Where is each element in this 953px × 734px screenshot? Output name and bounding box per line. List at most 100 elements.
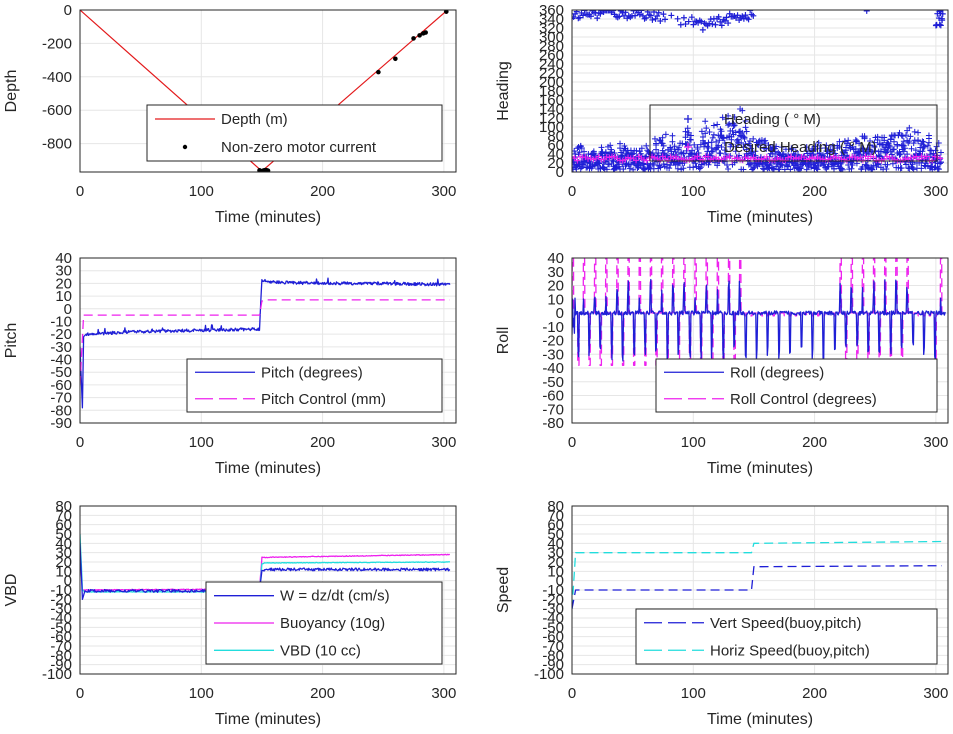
heading-marker: [721, 147, 728, 154]
heading-marker-top: [685, 18, 692, 25]
heading-marker: [684, 125, 691, 132]
desired-heading-marker: [825, 156, 832, 163]
heading-marker: [868, 165, 875, 172]
desired-heading-marker: [625, 154, 632, 161]
motor-current-point: [265, 168, 271, 172]
w-line: [80, 543, 451, 600]
desired-heading-marker: [723, 154, 730, 161]
heading-marker: [877, 148, 884, 155]
heading-marker-top: [654, 13, 661, 20]
heading-marker: [655, 149, 662, 156]
heading-marker: [659, 147, 666, 154]
heading-marker: [698, 128, 705, 135]
heading-marker: [699, 133, 706, 140]
y-tick-label: -10: [50, 582, 72, 599]
heading-marker: [894, 141, 901, 148]
desired-heading-marker: [595, 153, 602, 160]
x-tick-label: 0: [568, 434, 576, 451]
heading-marker: [742, 124, 749, 131]
y-tick-label: 20: [547, 554, 564, 571]
heading-marker: [738, 139, 745, 146]
heading-marker: [936, 160, 943, 167]
desired-heading-marker: [739, 157, 746, 164]
x-tick-label: 0: [568, 685, 576, 702]
heading-marker-top: [863, 10, 870, 14]
x-tick-label: 0: [76, 434, 84, 451]
heading-marker: [732, 129, 739, 136]
y-tick-label: -60: [50, 377, 72, 394]
heading-marker: [921, 143, 928, 150]
desired-heading-marker: [572, 153, 575, 160]
desired-heading-marker: [913, 153, 920, 160]
heading-marker: [856, 140, 863, 147]
pitch-control-line: [80, 299, 450, 385]
heading-marker: [901, 145, 908, 152]
y-tick-label: -10: [50, 313, 72, 330]
desired-heading-marker: [731, 155, 738, 162]
legend-label: Roll Control (degrees): [730, 391, 877, 408]
heading-marker: [891, 146, 898, 153]
desired-heading-marker: [891, 156, 898, 163]
y-tick-label: -100: [42, 666, 72, 683]
desired-heading-marker: [606, 154, 613, 161]
y-tick-label: 340: [539, 11, 564, 28]
axes-box: [79, 257, 457, 424]
y-tick-label: -30: [50, 339, 72, 356]
desired-heading-marker: [598, 156, 605, 163]
heading-marker: [708, 148, 715, 155]
legend-label: Non-zero motor current: [221, 139, 377, 156]
heading-marker: [729, 127, 736, 134]
data-layer: [572, 258, 947, 366]
y-tick-label: -90: [50, 657, 72, 674]
heading-marker: [598, 144, 605, 151]
heading-marker-top: [597, 10, 604, 17]
y-tick-label: 70: [547, 507, 564, 524]
y-tick-label: 30: [547, 264, 564, 281]
y-tick-label: -50: [50, 619, 72, 636]
legend-box: [649, 104, 938, 162]
y-tick-label: 50: [547, 526, 564, 543]
y-tick-label: 0: [64, 2, 72, 19]
heading-marker: [636, 159, 643, 166]
axes-box: [571, 505, 949, 675]
heading-marker: [754, 141, 761, 148]
heading-marker: [743, 128, 750, 135]
x-tick-label: 300: [431, 685, 456, 702]
heading-marker: [821, 161, 828, 168]
vbd-panel: 0 100 200 30080706050403020100-10-20-30-40-…: [3, 498, 457, 728]
heading-marker: [874, 161, 881, 168]
y-tick-label: 40: [55, 250, 72, 267]
heading-marker-top: [649, 16, 656, 23]
data-layer: [572, 10, 946, 172]
motor-current-point: [423, 30, 428, 35]
y-tick-label: 80: [547, 128, 564, 145]
y-axis-label: VBD: [3, 574, 20, 607]
heading-marker: [620, 166, 627, 172]
heading-marker-top: [717, 18, 724, 25]
y-tick-label: -60: [542, 629, 564, 646]
heading-marker-top: [688, 14, 695, 21]
desired-heading-marker: [929, 157, 936, 164]
y-tick-label: 80: [547, 498, 564, 515]
heading-marker-top: [660, 11, 667, 18]
y-tick-label: 40: [547, 250, 564, 267]
heading-marker: [725, 165, 732, 172]
heading-panel: 0 100 200 300020406080100120140160180200220…: [495, 2, 949, 226]
axes-box: [79, 9, 457, 173]
heading-marker: [579, 162, 586, 169]
desired-heading-marker: [643, 157, 650, 164]
x-tick-label: 300: [923, 183, 948, 200]
y-tick-label: -800: [42, 136, 72, 153]
y-tick-label: -50: [542, 374, 564, 391]
heading-marker: [650, 162, 657, 169]
heading-marker: [887, 136, 894, 143]
desired-heading-marker: [665, 157, 672, 164]
pitch-series-line: [80, 277, 451, 409]
heading-marker: [782, 146, 789, 153]
heading-marker: [608, 148, 615, 155]
heading-marker: [927, 151, 934, 158]
desired-heading-marker: [646, 155, 653, 161]
heading-marker: [710, 131, 717, 138]
y-tick-label: 0: [64, 573, 72, 590]
heading-marker: [675, 144, 682, 151]
